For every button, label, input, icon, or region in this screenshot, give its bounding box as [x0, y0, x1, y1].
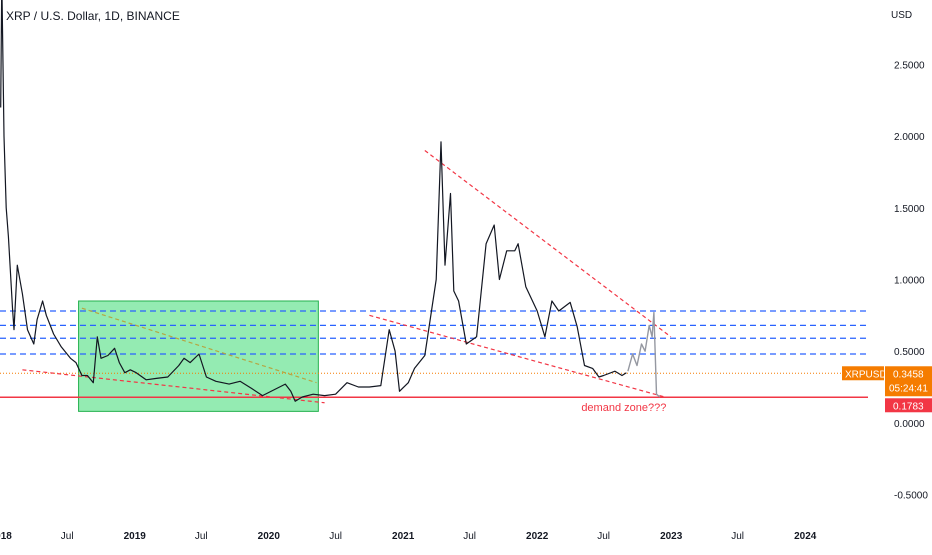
price-tick-label: 1.5000	[894, 204, 925, 215]
current-price-label: 0.3458	[893, 369, 924, 380]
current-symbol-label: XRPUSD	[845, 369, 887, 380]
time-tick-label: 2019	[124, 531, 147, 542]
price-tick-label: 0.0000	[894, 419, 925, 430]
time-tick-label: Jul	[597, 531, 610, 542]
price-tick-label: 1.0000	[894, 276, 925, 287]
current-price-tag	[885, 366, 932, 397]
current-symbol-tag	[842, 366, 884, 381]
time-tick-label: Jul	[61, 531, 74, 542]
price-axis-currency: USD	[891, 10, 912, 21]
trendline-3[interactable]	[81, 307, 317, 384]
symbol-title: XRP / U.S. Dollar, 1D, BINANCE	[6, 9, 180, 23]
time-tick-label: Jul	[329, 531, 342, 542]
time-tick-label: Jul	[463, 531, 476, 542]
price-tick-label: 0.5000	[894, 347, 925, 358]
price-line	[0, 0, 627, 402]
time-tick-label: 2023	[660, 531, 683, 542]
time-tick-label: 2020	[258, 531, 281, 542]
time-tick-label: 2024	[794, 531, 817, 542]
price-tick-label: 2.5000	[894, 61, 925, 72]
projection-line	[627, 311, 661, 398]
demand-zone-annotation[interactable]: demand zone???	[581, 402, 666, 414]
time-tick-label: 2022	[526, 531, 549, 542]
trendline-2[interactable]	[22, 369, 325, 404]
time-tick-label: 2021	[392, 531, 415, 542]
support-price-label: 0.1783	[893, 401, 924, 412]
trendline-0[interactable]	[424, 150, 672, 338]
demand-zone-box-0[interactable]	[78, 300, 319, 412]
price-tick-label: -0.5000	[894, 491, 928, 502]
countdown-label: 05:24:41	[889, 383, 928, 394]
time-tick-label: Jul	[731, 531, 744, 542]
price-tick-label: 2.0000	[894, 132, 925, 143]
support-price-tag	[885, 398, 932, 413]
time-tick-label: 2018	[0, 531, 12, 542]
trendline-1[interactable]	[369, 314, 666, 398]
time-tick-label: Jul	[195, 531, 208, 542]
